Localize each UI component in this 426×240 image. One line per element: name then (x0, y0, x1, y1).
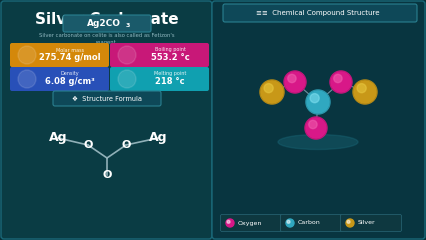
Circle shape (287, 220, 290, 223)
Text: Density: Density (60, 72, 79, 77)
Circle shape (357, 84, 366, 93)
Text: Oxygen: Oxygen (238, 221, 262, 226)
Circle shape (306, 90, 330, 114)
Text: 6.08 g/cm³: 6.08 g/cm³ (45, 78, 95, 86)
FancyBboxPatch shape (110, 43, 209, 67)
Circle shape (353, 80, 377, 104)
Circle shape (264, 84, 273, 93)
Circle shape (227, 220, 230, 223)
Circle shape (330, 71, 352, 93)
Text: ≡≡  Chemical Compound Structure: ≡≡ Chemical Compound Structure (256, 10, 380, 16)
Text: O: O (83, 140, 93, 150)
FancyBboxPatch shape (280, 215, 342, 232)
Text: Silver carbonate on celite is also called as Fetizon's
reagent.: Silver carbonate on celite is also calle… (39, 33, 175, 45)
Text: ❖  Structure Formula: ❖ Structure Formula (72, 96, 142, 102)
Circle shape (260, 80, 284, 104)
Text: O: O (121, 140, 131, 150)
FancyBboxPatch shape (10, 43, 109, 67)
Circle shape (310, 94, 319, 103)
Circle shape (226, 219, 234, 227)
Circle shape (284, 71, 306, 93)
FancyBboxPatch shape (63, 15, 151, 32)
Circle shape (346, 219, 354, 227)
Text: 218 °c: 218 °c (155, 78, 185, 86)
Text: Molar mass: Molar mass (56, 48, 84, 53)
Text: Ag2CO: Ag2CO (87, 19, 121, 28)
Circle shape (305, 117, 327, 139)
Ellipse shape (278, 134, 358, 150)
FancyBboxPatch shape (1, 1, 212, 239)
Circle shape (18, 70, 36, 88)
Circle shape (309, 120, 317, 129)
Text: 275.74 g/mol: 275.74 g/mol (39, 54, 101, 62)
Circle shape (334, 74, 342, 83)
Text: Ag: Ag (149, 132, 167, 144)
Text: Ag: Ag (49, 132, 67, 144)
Text: Melting point: Melting point (154, 72, 186, 77)
Text: O: O (102, 170, 112, 180)
Circle shape (288, 74, 296, 83)
Circle shape (118, 70, 136, 88)
Circle shape (18, 46, 36, 64)
Circle shape (118, 46, 136, 64)
FancyBboxPatch shape (340, 215, 401, 232)
FancyBboxPatch shape (221, 215, 282, 232)
Text: Boiling point: Boiling point (155, 48, 185, 53)
FancyBboxPatch shape (10, 67, 109, 91)
FancyBboxPatch shape (53, 91, 161, 106)
Text: Carbon: Carbon (298, 221, 321, 226)
Text: 553.2 °c: 553.2 °c (151, 54, 190, 62)
Text: Silver: Silver (358, 221, 376, 226)
Circle shape (286, 219, 294, 227)
FancyBboxPatch shape (212, 1, 425, 239)
FancyBboxPatch shape (110, 67, 209, 91)
FancyBboxPatch shape (223, 4, 417, 22)
Circle shape (347, 220, 350, 223)
Text: 3: 3 (126, 23, 130, 28)
Text: Silver Carbonate: Silver Carbonate (35, 12, 179, 27)
